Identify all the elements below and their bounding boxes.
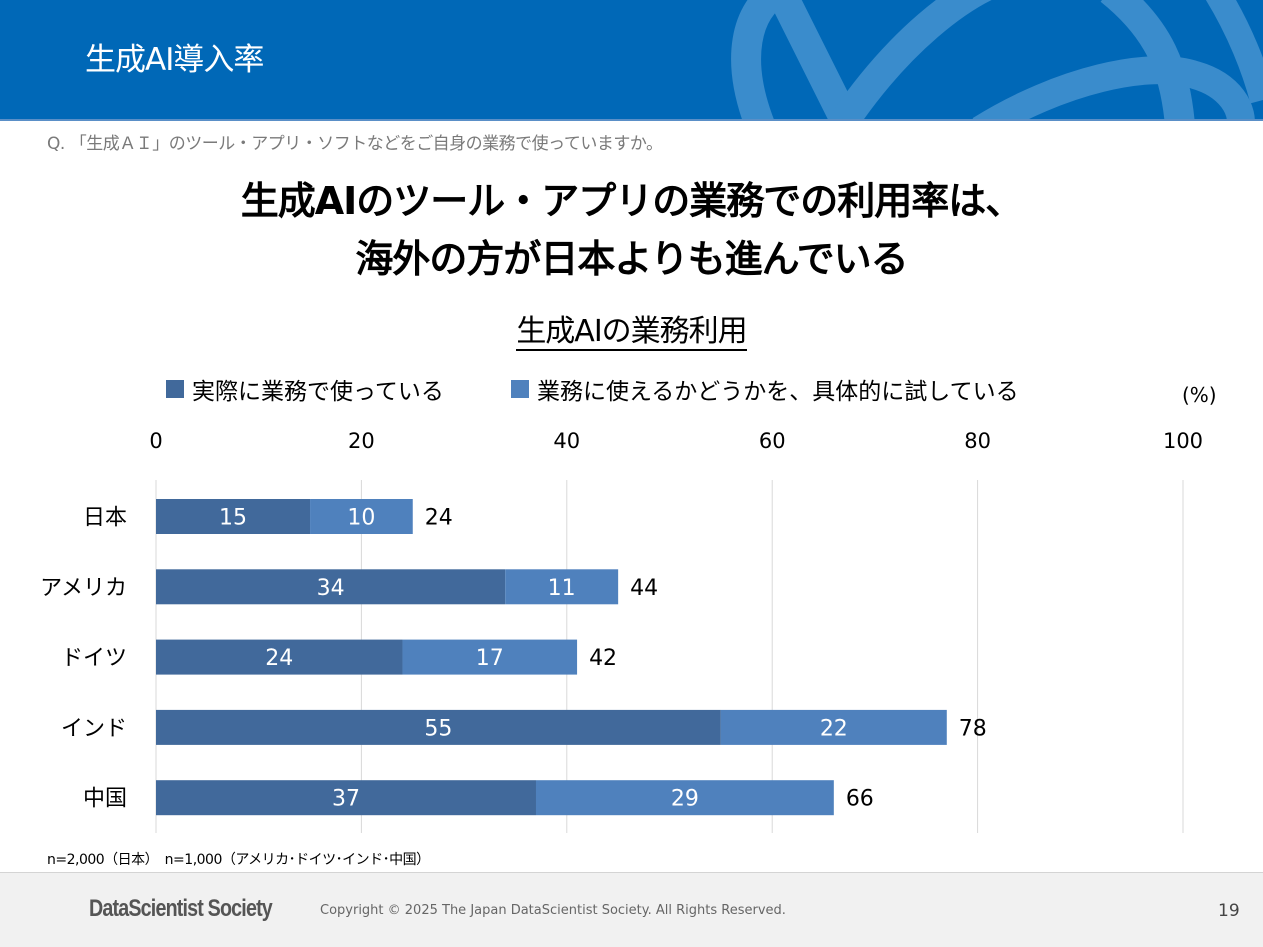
slide-header: 生成AI導入率 <box>0 0 1263 120</box>
chart-title-text: 生成AIの業務利用 <box>516 314 748 351</box>
category-label: インド <box>61 716 127 741</box>
legend-label-trial: 業務に使えるかどうかを、具体的に試している <box>537 379 1019 405</box>
page-number: 19 <box>1218 901 1240 921</box>
bar-value-label: 22 <box>820 716 848 741</box>
bar-segment-actual-use <box>156 639 403 675</box>
bar-segment-actual-use <box>156 569 506 605</box>
chart-title: 生成AIの業務利用 <box>0 306 1263 351</box>
legend-swatch-trial <box>511 380 529 398</box>
x-tick-label: 20 <box>348 429 375 453</box>
headline-line-2: 海外の方が日本よりも進んでいる <box>355 237 908 281</box>
legend-swatch-actual-use <box>166 380 184 398</box>
bar-value-label: 37 <box>332 787 360 812</box>
header-decoration-swirl <box>731 0 1263 120</box>
header-divider <box>0 119 1263 121</box>
x-tick-label: 60 <box>759 429 786 453</box>
brand-logo: DataScientist Society <box>89 895 273 922</box>
slide-title: 生成AI導入率 <box>85 42 264 78</box>
bar-value-label: 24 <box>265 646 293 671</box>
bar-total-label: 24 <box>425 506 453 531</box>
x-tick-label: 100 <box>1163 429 1203 453</box>
x-tick-label: 40 <box>553 429 580 453</box>
category-label: アメリカ <box>40 576 127 601</box>
bar-segment-trial <box>505 569 619 605</box>
category-label: 中国 <box>83 787 127 812</box>
bar-total-label: 66 <box>846 787 874 812</box>
bar-value-label: 34 <box>317 576 345 601</box>
bar-total-label: 78 <box>959 716 987 741</box>
bar-value-label: 17 <box>476 646 504 671</box>
bar-segment-actual-use <box>156 780 536 816</box>
x-tick-label: 80 <box>964 429 991 453</box>
bar-total-label: 44 <box>630 576 658 601</box>
bar-segment-actual-use <box>156 499 311 534</box>
bar-total-label: 42 <box>589 646 617 671</box>
bar-segment-trial <box>535 780 834 816</box>
headline-line-1: 生成AIのツール・アプリの業務での利用率は、 <box>240 179 1024 223</box>
legend-label-actual-use: 実際に業務で使っている <box>192 379 444 405</box>
bar-value-label: 10 <box>347 506 375 531</box>
copyright-text: Copyright © 2025 The Japan DataScientist… <box>320 903 786 918</box>
bar-segment-actual-use <box>156 709 721 745</box>
category-label: ドイツ <box>61 646 127 671</box>
bar-value-label: 29 <box>671 787 699 812</box>
bar-value-label: 15 <box>219 506 247 531</box>
x-tick-label: 0 <box>149 429 162 453</box>
bar-segment-trial <box>310 499 413 534</box>
bar-segment-trial <box>720 709 947 745</box>
legend-item-actual-use: 実際に業務で使っている <box>166 372 444 406</box>
bar-segment-trial <box>402 639 578 675</box>
legend-item-trial: 業務に使えるかどうかを、具体的に試している <box>511 372 1019 406</box>
survey-question: Q. 「生成ＡＩ」のツール・アプリ・ソフトなどをご自身の業務で使っていますか。 <box>47 134 663 154</box>
category-label: 日本 <box>83 506 127 531</box>
bar-value-label: 55 <box>424 716 452 741</box>
sample-size-note: n=2,000（日本） n=1,000（アメリカ･ドイツ･インド･中国） <box>47 852 430 868</box>
bar-value-label: 11 <box>548 576 576 601</box>
unit-label: (%) <box>1182 383 1217 407</box>
slide-footer: DataScientist Society Copyright © 2025 T… <box>0 872 1263 947</box>
